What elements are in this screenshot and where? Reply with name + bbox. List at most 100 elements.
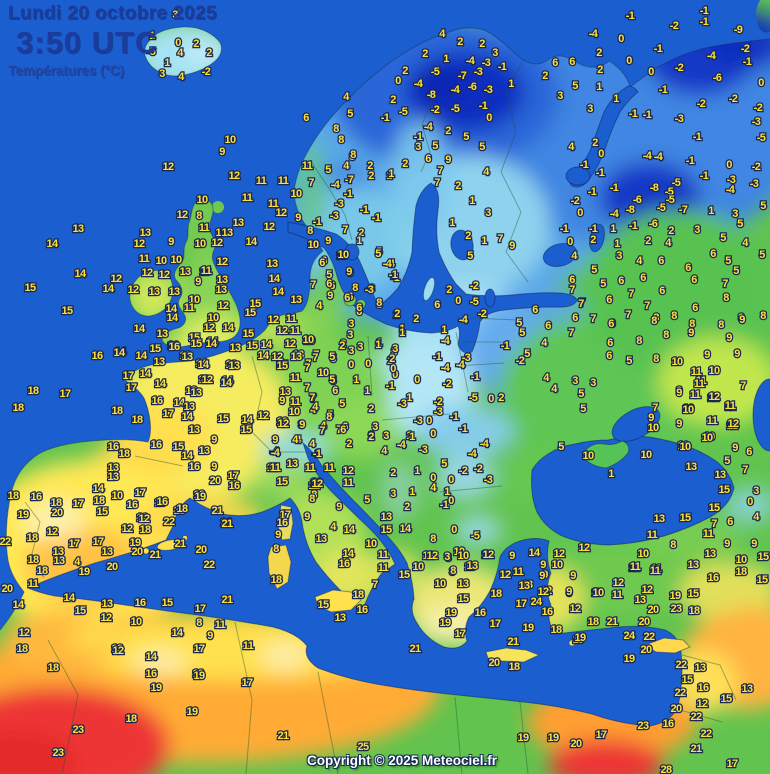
temp-label: 1 [406,392,412,404]
temp-label: 6 [685,262,691,274]
temp-label: 4 [310,404,317,416]
temp-label: 5 [325,164,331,176]
temp-label: 4 [430,482,437,494]
temp-label: 5 [376,246,382,258]
temp-label: 6 [434,299,440,311]
temp-label: -9 [734,24,743,36]
temp-label: 13 [315,533,327,545]
temp-label: 14 [197,359,210,371]
temp-label: 20 [195,544,207,556]
temp-label: 11 [513,566,524,578]
temp-label: -7 [679,204,688,216]
temp-label: 0 [451,524,457,536]
temp-label: 2 [387,355,393,367]
temp-label: 4 [551,383,558,395]
temp-label: -3 [365,284,374,296]
temp-label: -3 [474,66,483,78]
temp-label: 9 [570,570,576,582]
temp-label: 11 [243,640,254,652]
temp-label: 9 [540,559,546,571]
temp-label: 10 [170,254,182,266]
temp-label: 0 [392,369,398,381]
temp-label: 7 [722,278,728,290]
temp-label: 14 [139,368,152,380]
temp-label: 6 [532,304,538,316]
temp-label: 9 [751,538,757,550]
temp-label: -4 [424,121,434,133]
temp-label: 13 [290,351,302,363]
islands [142,277,691,663]
temp-label: 15 [398,569,410,581]
island-ibiza [142,547,150,555]
temp-label: 1 [613,93,619,105]
temp-label: 1 [481,235,487,247]
temp-label: 5 [519,327,525,339]
temp-label: 19 [572,634,584,646]
temp-label: 12 [138,513,150,525]
temp-label: -2 [670,20,679,32]
temp-label: 6 [552,57,558,69]
temp-label: 14 [222,322,235,334]
temp-label: 7 [569,284,575,296]
temp-label: 14 [399,523,412,535]
temp-label: 10 [682,404,694,416]
temp-label: 15 [276,476,288,488]
temp-label: 15 [276,359,288,371]
temp-label: 12 [612,577,624,589]
temp-label: 18 [7,490,19,502]
temp-label: 5 [720,232,726,244]
temp-label: 18 [139,524,151,536]
temp-label: 13 [148,286,160,298]
temp-label: 12 [176,209,188,221]
temp-label: 18 [735,566,747,578]
temp-label: 15 [149,343,161,355]
temp-label: 17 [279,509,291,521]
temp-label: 4 [543,372,550,384]
temp-label: -4 [414,78,424,90]
temp-label: -2 [752,161,761,173]
temp-label: 13 [179,350,191,362]
temp-label: 14 [181,450,194,462]
lake-saimaa [450,229,474,261]
temp-label: -1 [479,100,488,112]
temp-label: 16 [126,499,138,511]
temp-label: 20 [570,738,582,750]
temp-label: -2 [443,378,452,390]
temp-label: -2 [434,396,443,408]
temp-label: -3 [414,415,423,427]
temp-label: 0 [448,495,454,507]
temp-label: 1 [376,337,382,349]
temp-label: 14 [220,377,233,389]
temp-label: 14 [171,627,184,639]
temp-label: 3 [445,552,451,564]
temp-label: 14 [241,414,254,426]
temp-label: 19 [445,607,457,619]
temp-label: 13 [225,359,237,371]
temp-label: 6 [691,274,697,286]
temp-label: 20 [131,546,143,558]
temp-label: -2 [571,195,580,207]
temp-label: 5 [463,131,469,143]
temp-label: 4 [320,420,327,432]
temp-label: 11 [343,477,354,489]
temp-label: 1 [406,430,412,442]
temp-label: 13 [741,683,753,695]
temp-label: 14 [145,651,158,663]
temp-label: 6 [326,278,332,290]
temp-label: 9 [566,587,572,599]
temp-label: 14 [166,312,179,324]
temp-label: 13 [714,469,726,481]
temp-label: 3 [492,47,498,59]
temp-label: 2 [346,438,352,450]
temp-label: 12 [133,238,145,250]
island-lesbos [541,568,549,576]
temp-label: 21 [409,643,421,655]
temp-label: 18 [27,554,39,566]
temp-label: 23 [637,720,649,732]
temp-label: 5 [330,375,336,387]
temp-label: 1 [414,465,420,477]
temp-label: 19 [522,622,534,634]
temp-label: 17 [72,498,84,510]
temp-label: 10 [677,440,689,452]
